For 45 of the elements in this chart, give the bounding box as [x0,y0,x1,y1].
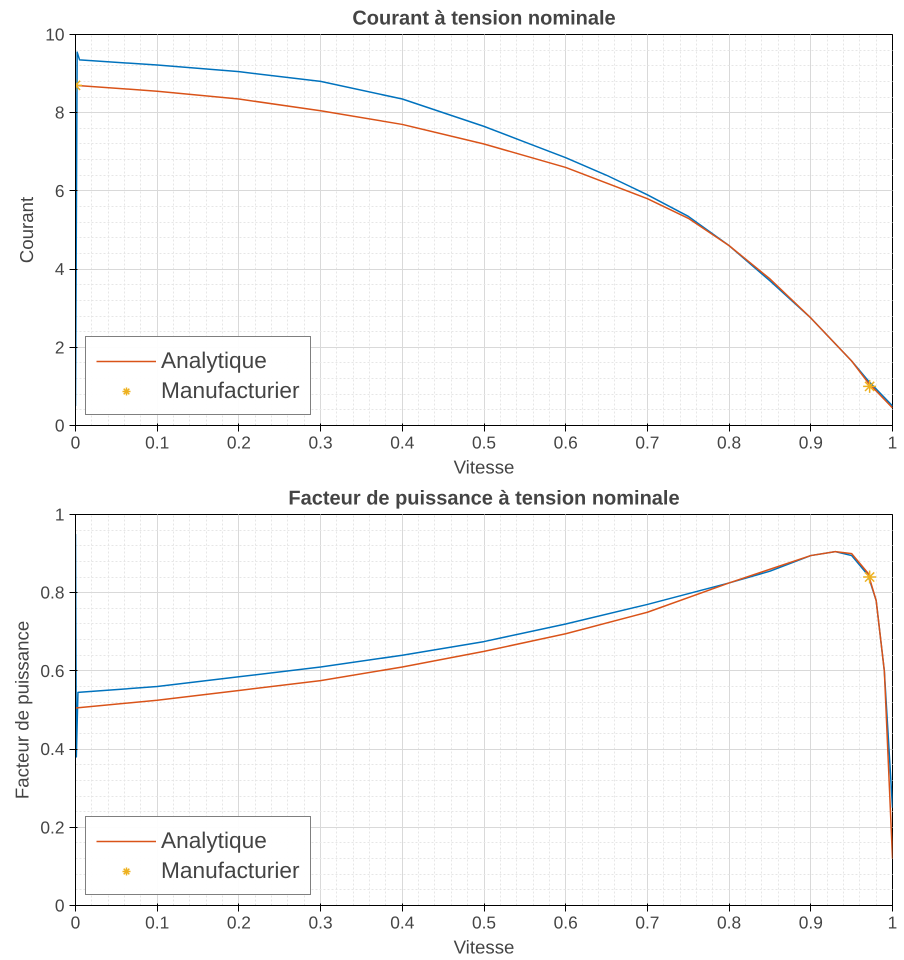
y-tick-label: 0.4 [40,739,65,760]
x-tick-label: 0.1 [145,432,170,452]
x-tick-label: 0.2 [226,432,251,452]
x-tick-label: 0.8 [717,432,742,452]
x-tick-label: 0.6 [554,432,578,452]
x-tick-label: 0 [70,432,80,452]
x-tick-label: 0.3 [308,912,333,932]
x-tick-label: 0.6 [554,912,578,932]
y-tick-label: 8 [54,102,65,123]
y-tick-label: 0 [54,416,65,436]
y-tick-label: 6 [54,180,65,201]
y-tick-label: 0.6 [40,660,65,681]
x-tick-label: 0.4 [390,432,415,452]
y-tick-label: 4 [54,259,65,280]
x-tick-label: 0.9 [798,432,823,452]
y-tick-label: 10 [45,24,65,44]
y-tick-label: 1 [54,504,65,524]
line-series [76,550,892,860]
x-tick-label: 1 [888,912,898,932]
x-tick-label: 0 [70,912,80,932]
x-tick-label: 0.7 [635,912,660,932]
x-tick-label: 0.5 [472,912,496,932]
y-tick-label: 0 [54,896,65,916]
chart-title: Facteur de puissance à tension nominale [288,488,680,510]
legend-label: Analytique [161,827,267,854]
legend-label: Manufacturier [161,857,300,884]
y-axis-title: Courant [16,196,38,264]
x-tick-label: 0.7 [635,432,660,452]
y-tick-label: 0.8 [40,582,65,603]
x-tick-label: 0.5 [472,432,496,452]
y-axis-title: Facteur de puissance [11,620,32,800]
x-tick-label: 0.9 [798,912,823,932]
y-tick-label: 0.2 [40,817,65,838]
legend-label: Analytique [161,347,267,374]
x-axis-title: Vitesse [454,936,514,958]
x-tick-label: 0.2 [226,912,251,932]
x-tick-label: 1 [888,432,898,452]
x-tick-label: 0.1 [145,912,170,932]
x-axis-title: Vitesse [454,456,514,478]
chart-title: Courant à tension nominale [352,8,616,30]
x-tick-label: 0.8 [717,912,742,932]
x-tick-label: 0.3 [308,432,333,452]
legend-label: Manufacturier [161,377,300,404]
y-tick-label: 2 [54,337,65,358]
x-tick-label: 0.4 [390,912,415,932]
